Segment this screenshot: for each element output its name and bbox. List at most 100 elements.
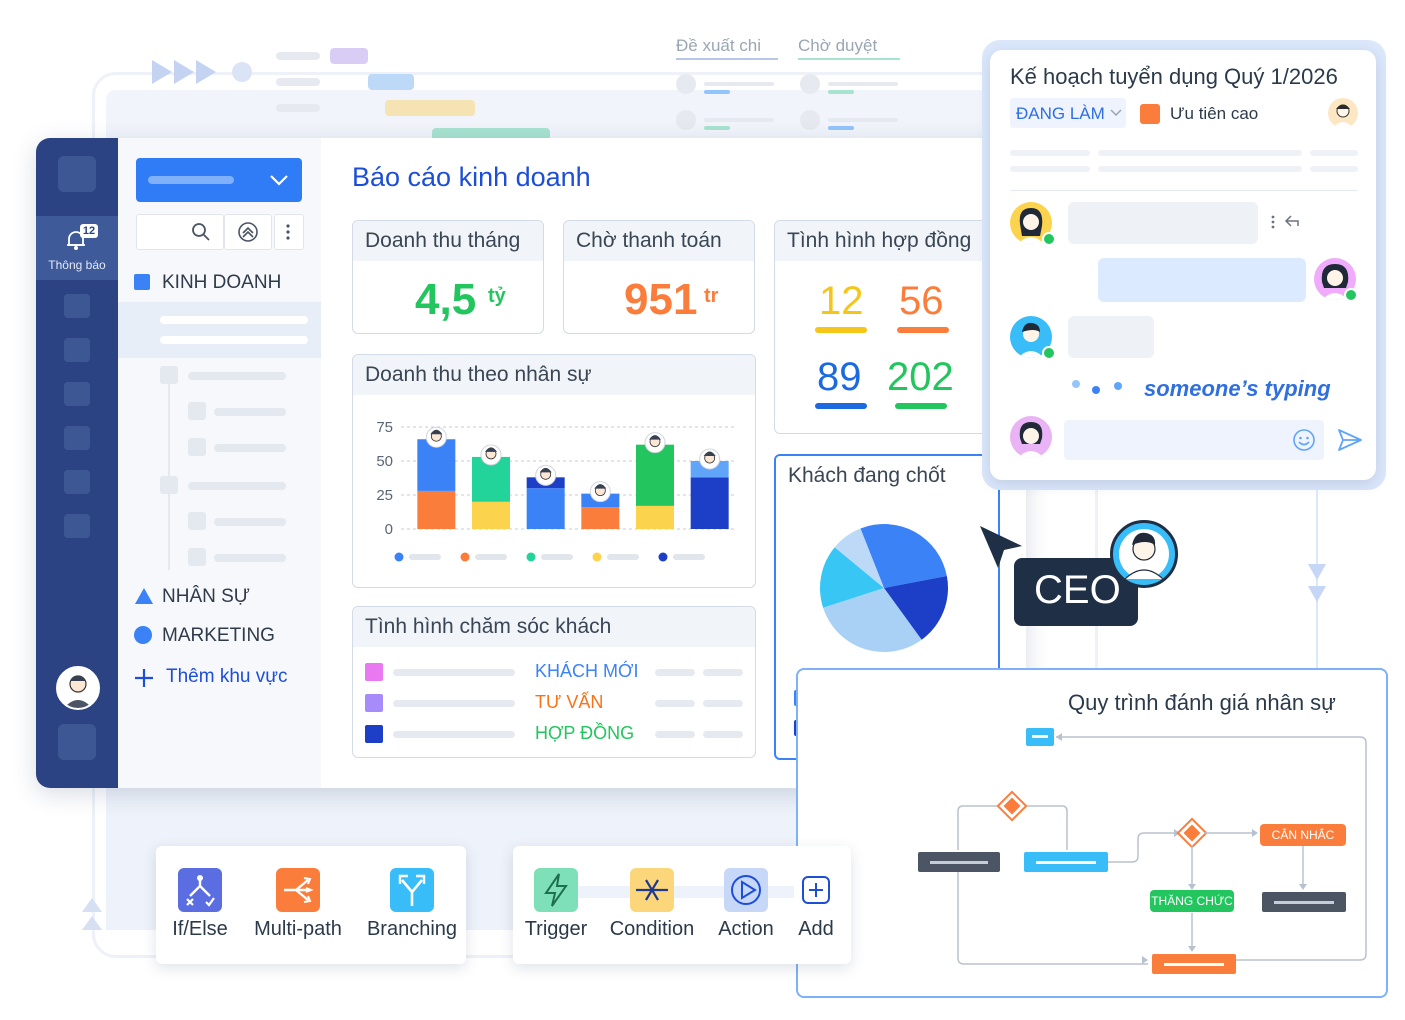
staff-avatar [589, 481, 611, 503]
more-button[interactable] [274, 214, 304, 250]
y-tick-label: 0 [385, 521, 393, 538]
contract-count: 202 [887, 355, 954, 399]
emoji-icon[interactable] [1292, 428, 1316, 452]
staff-avatar [699, 448, 721, 470]
tool-label: Branching [366, 918, 458, 940]
pie-slice [884, 576, 948, 640]
tab-de-xuat-chi[interactable]: Đề xuất chi [676, 36, 778, 60]
card-title: Tình hình chăm sóc khách [353, 607, 755, 647]
workflow-diagram [918, 728, 1367, 974]
nav-icon[interactable] [64, 426, 90, 450]
kpi-pending-payment[interactable]: Chờ thanh toán 951 tr [563, 220, 755, 334]
assignee-avatar[interactable] [1328, 98, 1358, 128]
care-row-label: KHÁCH MỚI [535, 661, 639, 681]
nav-icon[interactable] [64, 514, 90, 538]
bar-segment [581, 507, 620, 529]
legend-label [607, 554, 639, 560]
legend-label [475, 554, 507, 560]
tool-trigger[interactable]: Trigger [521, 868, 591, 941]
status-dropdown[interactable]: ĐANG LÀM [1010, 98, 1126, 128]
staff-avatar [535, 464, 557, 486]
notifications-button[interactable]: 12 Thông báo [36, 216, 118, 280]
chevron-down-icon [270, 175, 288, 186]
triangle-icon [135, 588, 153, 604]
play-icon [724, 868, 768, 912]
bar-segment [526, 488, 565, 529]
legend-label [541, 554, 573, 560]
bar-segment [636, 505, 674, 529]
staff-avatar [480, 444, 502, 466]
filter-button[interactable] [224, 214, 272, 250]
node-can-nhac[interactable]: CÂN NHẮC [1260, 824, 1346, 846]
tool-label: Condition [609, 918, 695, 940]
cursor-arrow-icon [980, 526, 1022, 568]
section-label: NHÂN SỰ [162, 586, 251, 607]
tool-action[interactable]: Action [711, 868, 781, 941]
condition-icon [630, 868, 674, 912]
page-title: Báo cáo kinh doanh [352, 162, 591, 192]
contract-count: 56 [899, 279, 944, 323]
tab-cho-duyet[interactable]: Chờ duyệt [798, 36, 900, 60]
automation-toolbar: Trigger Condition Action Add [513, 846, 851, 964]
tool-branching[interactable]: Branching [362, 868, 462, 941]
tool-label: If/Else [172, 918, 228, 940]
notifications-label: Thông báo [48, 258, 106, 272]
legend-marker [460, 552, 470, 562]
add-area-label: Thêm khu vực [166, 666, 288, 687]
card-title: Doanh thu tháng [353, 221, 543, 261]
search-box[interactable] [136, 214, 224, 250]
section-label: MARKETING [162, 625, 275, 646]
kpi-revenue-month[interactable]: Doanh thu tháng 4,5 tỷ [352, 220, 544, 334]
reply-icon[interactable] [1284, 214, 1300, 228]
plus-icon [794, 868, 838, 912]
bar-segment [690, 477, 729, 529]
more-vertical-icon[interactable] [1270, 214, 1276, 230]
user-avatar[interactable] [56, 666, 100, 710]
tool-condition[interactable]: Condition [607, 868, 697, 941]
card-title: Khách đang chốt [776, 456, 998, 496]
lightning-icon [534, 868, 578, 912]
care-row-label: TƯ VẤN [535, 692, 604, 712]
legend-marker [394, 552, 404, 562]
decision-diamond [1176, 817, 1208, 849]
plus-icon [135, 669, 153, 687]
nav-icon[interactable] [64, 294, 90, 318]
legend-label [409, 554, 441, 560]
more-vertical-icon [286, 224, 290, 240]
tool-if-else[interactable]: If/Else [170, 868, 230, 941]
legend-label [673, 554, 705, 560]
tab-label: Chờ duyệt [798, 36, 878, 55]
app-logo[interactable] [58, 156, 96, 192]
search-icon [192, 223, 210, 241]
node-thang-chuc[interactable]: THĂNG CHỨC [1150, 890, 1234, 912]
message-input[interactable] [1064, 420, 1324, 460]
staff-avatar [425, 426, 447, 448]
workspace-dropdown[interactable] [136, 158, 302, 202]
card-title: Doanh thu theo nhân sự [353, 355, 755, 395]
notification-badge: 12 [80, 224, 98, 238]
bar-chart: 0 25 50 75 [376, 419, 737, 562]
send-icon[interactable] [1336, 426, 1364, 454]
pie-slice [820, 547, 884, 608]
task-title: Kế hoạch tuyển dụng Quý 1/2026 [1010, 64, 1338, 89]
play-arrows-icon [152, 58, 262, 93]
legend-marker [658, 552, 668, 562]
customer-care-card: Tình hình chăm sóc khách KHÁCH MỚI TƯ VẤN… [352, 606, 756, 758]
nav-icon[interactable] [64, 382, 90, 406]
pie-slice [860, 524, 947, 588]
ceo-label: CEO [1034, 568, 1121, 612]
chat-message [1098, 258, 1306, 302]
nav-icon[interactable] [64, 470, 90, 494]
selected-item[interactable] [118, 302, 321, 358]
legend-marker [526, 552, 536, 562]
ceo-avatar [1110, 520, 1178, 588]
square-icon [134, 274, 150, 290]
tool-multi-path[interactable]: Multi-path [248, 868, 348, 941]
nav-icon[interactable] [64, 338, 90, 362]
pie-slice [823, 588, 922, 652]
tool-label: Action [718, 918, 774, 940]
bar-segment [472, 501, 510, 529]
decision-diamond [996, 790, 1028, 822]
settings-button[interactable] [58, 724, 96, 760]
tool-add[interactable]: Add [791, 868, 841, 941]
